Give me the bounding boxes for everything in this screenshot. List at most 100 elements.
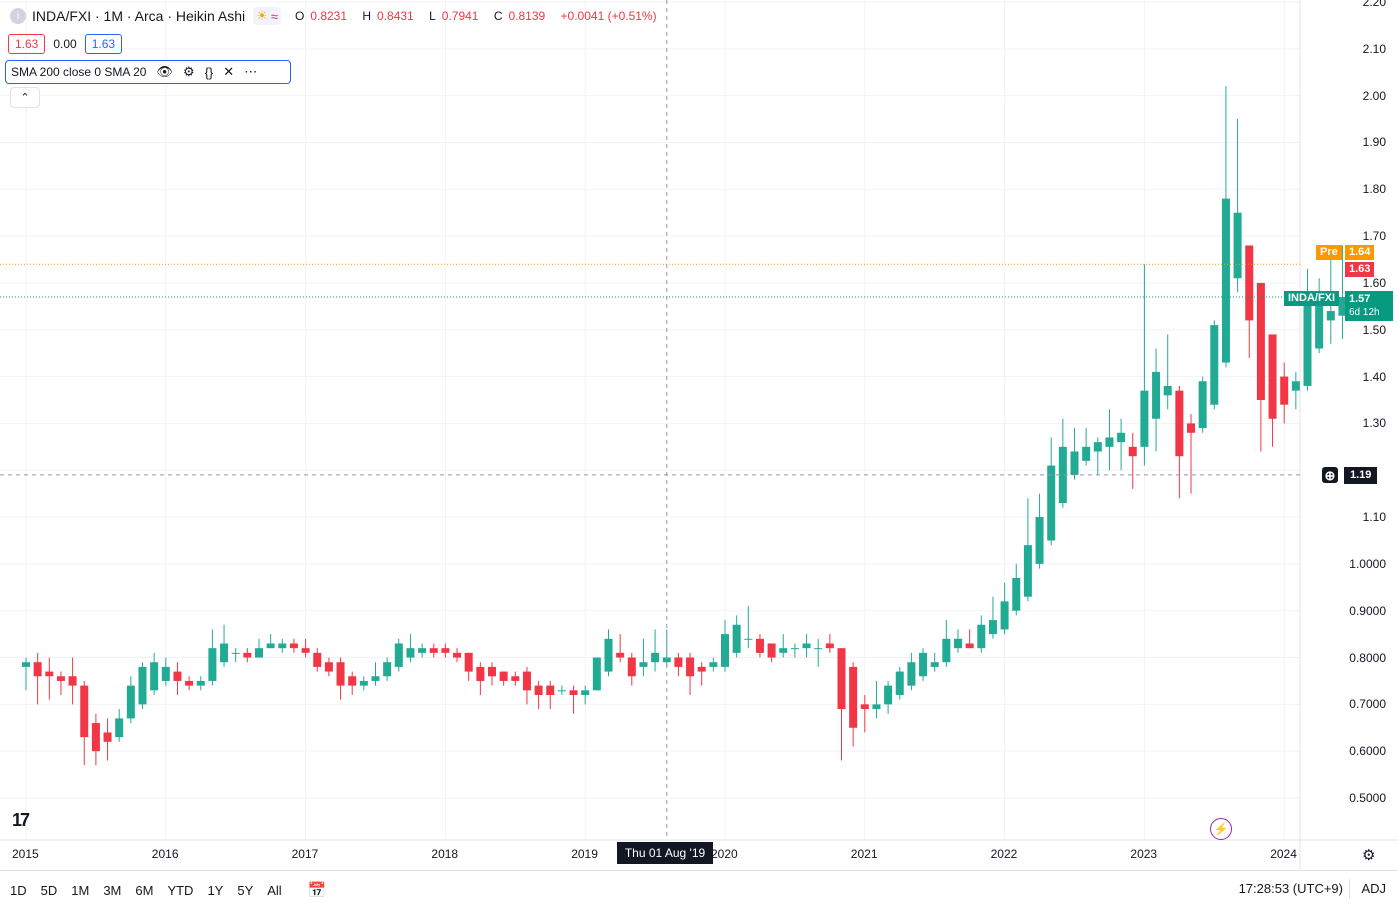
candle-body <box>1303 301 1312 386</box>
candle-body <box>895 671 904 695</box>
candle-body <box>1035 517 1044 564</box>
candle-body <box>1070 451 1079 475</box>
more-icon[interactable]: ⋯ <box>244 64 258 79</box>
candle-body <box>196 680 205 686</box>
candle-body <box>1058 446 1067 504</box>
settings-gear-icon[interactable]: ⚙ <box>1362 847 1376 864</box>
candle-body <box>161 666 170 681</box>
candle-body <box>884 685 893 705</box>
wave-icon: ≈ <box>270 8 278 24</box>
candle-body <box>429 648 438 653</box>
candle-body <box>1023 545 1032 597</box>
pre-tag: Pre <box>1316 245 1342 260</box>
range-button[interactable]: 5Y <box>237 882 254 898</box>
candle-body <box>1326 311 1335 321</box>
eye-icon[interactable]: 👁 <box>156 64 173 79</box>
time-tick-label: 2016 <box>151 847 179 861</box>
range-button[interactable]: 3M <box>103 882 122 898</box>
time-tick-label: 2019 <box>571 847 598 861</box>
candle-body <box>231 652 240 654</box>
candle-body <box>837 648 846 710</box>
candle-body <box>709 662 718 667</box>
gear-icon[interactable]: ⚙ <box>182 64 195 79</box>
candle-body <box>126 685 135 719</box>
tradingview-logo[interactable]: 17 <box>12 810 30 830</box>
price-tick-label: 1.50 <box>1362 322 1386 337</box>
candle-body <box>1000 601 1009 630</box>
price-tick-label: 1.40 <box>1362 369 1386 384</box>
candle-body <box>511 676 520 681</box>
candle-body <box>627 657 636 677</box>
range-button[interactable]: 1M <box>71 882 90 898</box>
candle-body <box>150 662 159 691</box>
crosshair <box>0 0 1300 840</box>
last-price-tag: 1.57 6d 12h <box>1345 291 1393 321</box>
clock[interactable]: 17:28:53 (UTC+9) <box>1238 881 1343 896</box>
indicator-legend[interactable]: SMA 200 close 0 SMA 20 👁 ⚙ {} ✕ ⋯ <box>5 60 291 84</box>
status-badges[interactable]: ☀ ≈ <box>253 7 281 25</box>
add-alert-icon[interactable]: ⊕ <box>1322 467 1338 483</box>
info-icon[interactable]: i <box>10 8 26 24</box>
braces-icon[interactable]: {} <box>204 64 214 80</box>
close-value: 0.8139 <box>508 9 546 23</box>
candle-body <box>1187 423 1195 433</box>
close-label: C <box>493 9 503 23</box>
candle-body <box>91 723 100 752</box>
collapse-legend-button[interactable]: ⌃ <box>10 87 40 108</box>
range-button[interactable]: YTD <box>167 882 194 898</box>
candles <box>22 86 1347 766</box>
candle-body <box>546 685 555 695</box>
buy-button[interactable]: 1.63 <box>84 34 123 54</box>
price-red-tag: 1.63 <box>1345 262 1375 277</box>
range-button[interactable]: 1Y <box>207 882 224 898</box>
candle-body <box>1245 245 1254 321</box>
candle-body <box>1233 212 1242 279</box>
candle-body <box>1280 376 1289 405</box>
chart-canvas[interactable] <box>0 0 1398 870</box>
candle-body <box>441 648 450 653</box>
lightning-icon[interactable]: ⚡ <box>1210 818 1232 840</box>
range-button[interactable]: All <box>267 882 282 898</box>
divider <box>1349 879 1350 899</box>
spread-value: 0.00 <box>53 37 77 51</box>
sell-button[interactable]: 1.63 <box>8 34 46 54</box>
candle-body <box>1338 296 1347 316</box>
crosshair-price-tag: 1.19 <box>1344 467 1378 484</box>
range-button[interactable]: 1D <box>10 882 27 898</box>
low-value: 0.7941 <box>441 9 479 23</box>
candle-body <box>208 648 217 681</box>
price-tick-label: 0.6000 <box>1349 744 1386 759</box>
candle-body <box>313 652 322 667</box>
low-label: L <box>429 9 436 23</box>
adj-button[interactable]: ADJ <box>1361 881 1386 896</box>
candle-body <box>988 620 997 635</box>
time-tick-label: 2015 <box>12 847 39 861</box>
ohlc-values: O 0.8231 H 0.8431 L 0.7941 C 0.8139 +0.0041 … <box>295 9 663 23</box>
candle-body <box>324 662 333 672</box>
close-icon[interactable]: ✕ <box>223 64 235 79</box>
candle-body <box>814 648 823 650</box>
symbol-header[interactable]: i INDA/FXI · 1M · Arca · Heikin Ashi ☀ ≈… <box>10 6 663 26</box>
range-buttons: 1D 5D 1M 3M 6M YTD 1Y 5Y All <box>0 883 286 898</box>
candle-body <box>255 648 263 658</box>
candle-body <box>755 638 764 653</box>
price-tick-label: 2.20 <box>1362 0 1386 9</box>
indicator-label[interactable]: SMA 200 close 0 SMA 20 <box>11 65 147 79</box>
calendar-goto-icon[interactable]: 📅 <box>307 882 327 899</box>
candle-body <box>476 666 485 681</box>
chevron-up-icon: ⌃ <box>20 92 30 104</box>
symbol-title[interactable]: INDA/FXI · 1M · Arca · Heikin Ashi <box>32 8 246 24</box>
candle-body <box>674 657 683 667</box>
range-button[interactable]: 6M <box>135 882 154 898</box>
symbol-tag: INDA/FXI <box>1284 291 1340 306</box>
candle-body <box>301 648 310 653</box>
grid-lines <box>0 0 1398 870</box>
candle-body <box>220 643 229 663</box>
range-button[interactable]: 5D <box>40 882 58 898</box>
crosshair-date-tag: Thu 01 Aug '19 <box>617 842 713 864</box>
countdown: 6d 12h <box>1349 307 1380 318</box>
candle-body <box>721 634 729 667</box>
price-tick-label: 2.10 <box>1362 41 1386 56</box>
candle-body <box>1117 432 1126 443</box>
time-tick-label: 2023 <box>1130 847 1158 861</box>
